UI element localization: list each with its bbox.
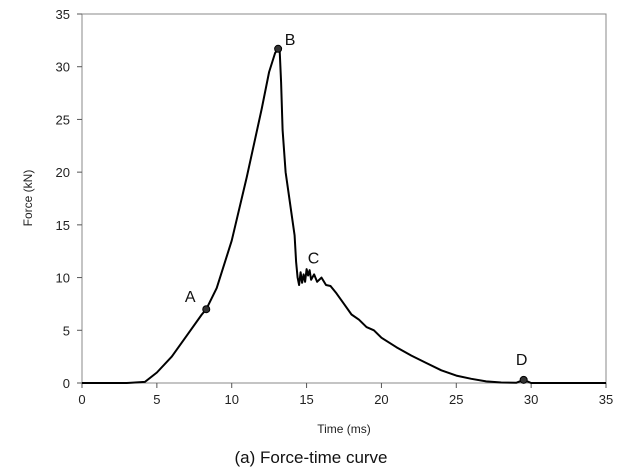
x-tick-label: 30: [524, 392, 538, 407]
point-label-a: A: [185, 289, 196, 306]
annotated-points: A B C D: [185, 32, 528, 384]
tick-labels: 0 5 10 15 20 25 30 35 0 5 10 15 20 25 30 35: [56, 7, 614, 407]
x-axis-title: Time (ms): [317, 422, 371, 436]
force-time-chart: 0 5 10 15 20 25 30 35 0 5 10 15 20 25 30 35 A B C D Time (…: [21, 7, 614, 436]
point-label-b: B: [285, 32, 296, 49]
y-tick-label: 35: [56, 7, 70, 22]
x-tick-label: 15: [299, 392, 313, 407]
x-tick-label: 35: [599, 392, 613, 407]
x-tick-label: 25: [449, 392, 463, 407]
y-tick-label: 5: [63, 323, 70, 338]
y-tick-label: 30: [56, 60, 70, 75]
point-label-d: D: [516, 352, 528, 369]
figure-caption: (a) Force-time curve: [234, 448, 388, 467]
y-tick-label: 10: [56, 271, 70, 286]
point-marker-a: [202, 305, 211, 314]
y-tick-label: 0: [63, 376, 70, 391]
x-tick-label: 0: [78, 392, 85, 407]
x-tick-label: 20: [374, 392, 388, 407]
x-tick-label: 10: [224, 392, 238, 407]
force-curve-line: [82, 47, 606, 384]
x-tick-label: 5: [153, 392, 160, 407]
plot-area: [81, 13, 607, 384]
y-tick-label: 20: [56, 165, 70, 180]
y-axis-title: Force (kN): [21, 170, 35, 227]
y-tick-label: 25: [56, 112, 70, 127]
point-marker-d: [519, 375, 528, 384]
point-label-c: C: [308, 251, 320, 268]
axis-ticks: [77, 13, 607, 388]
y-tick-label: 15: [56, 218, 70, 233]
point-marker-b: [274, 44, 283, 53]
